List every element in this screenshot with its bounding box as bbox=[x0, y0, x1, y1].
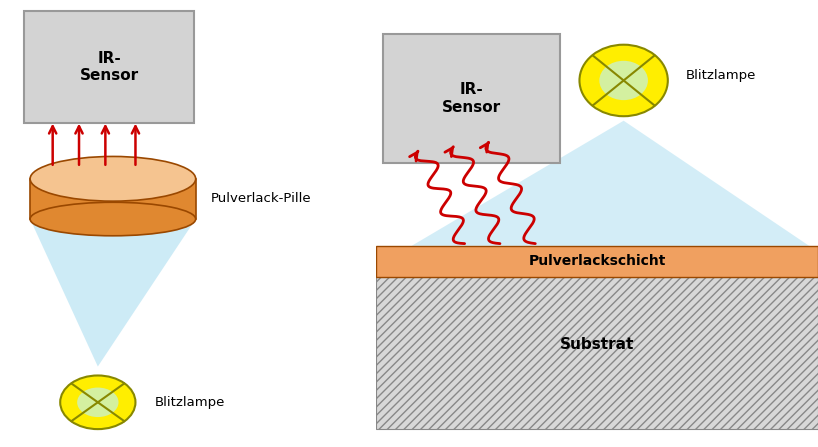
Text: Substrat: Substrat bbox=[560, 337, 634, 352]
FancyBboxPatch shape bbox=[383, 34, 560, 163]
Ellipse shape bbox=[30, 202, 196, 236]
Text: Pulverlack-Pille: Pulverlack-Pille bbox=[211, 192, 312, 206]
Polygon shape bbox=[411, 121, 809, 246]
Ellipse shape bbox=[77, 388, 119, 417]
Ellipse shape bbox=[61, 375, 136, 429]
Bar bbox=[376, 277, 818, 429]
Text: IR-
Sensor: IR- Sensor bbox=[79, 51, 139, 83]
Ellipse shape bbox=[30, 156, 196, 201]
FancyBboxPatch shape bbox=[25, 11, 194, 123]
Ellipse shape bbox=[600, 61, 648, 100]
Text: IR-
Sensor: IR- Sensor bbox=[442, 82, 501, 114]
Bar bbox=[376, 246, 818, 277]
Ellipse shape bbox=[579, 45, 667, 116]
Bar bbox=[30, 179, 196, 219]
Text: Pulverlackschicht: Pulverlackschicht bbox=[528, 254, 666, 269]
Polygon shape bbox=[30, 219, 196, 367]
Text: Blitzlampe: Blitzlampe bbox=[155, 396, 225, 409]
Text: Blitzlampe: Blitzlampe bbox=[685, 69, 756, 83]
